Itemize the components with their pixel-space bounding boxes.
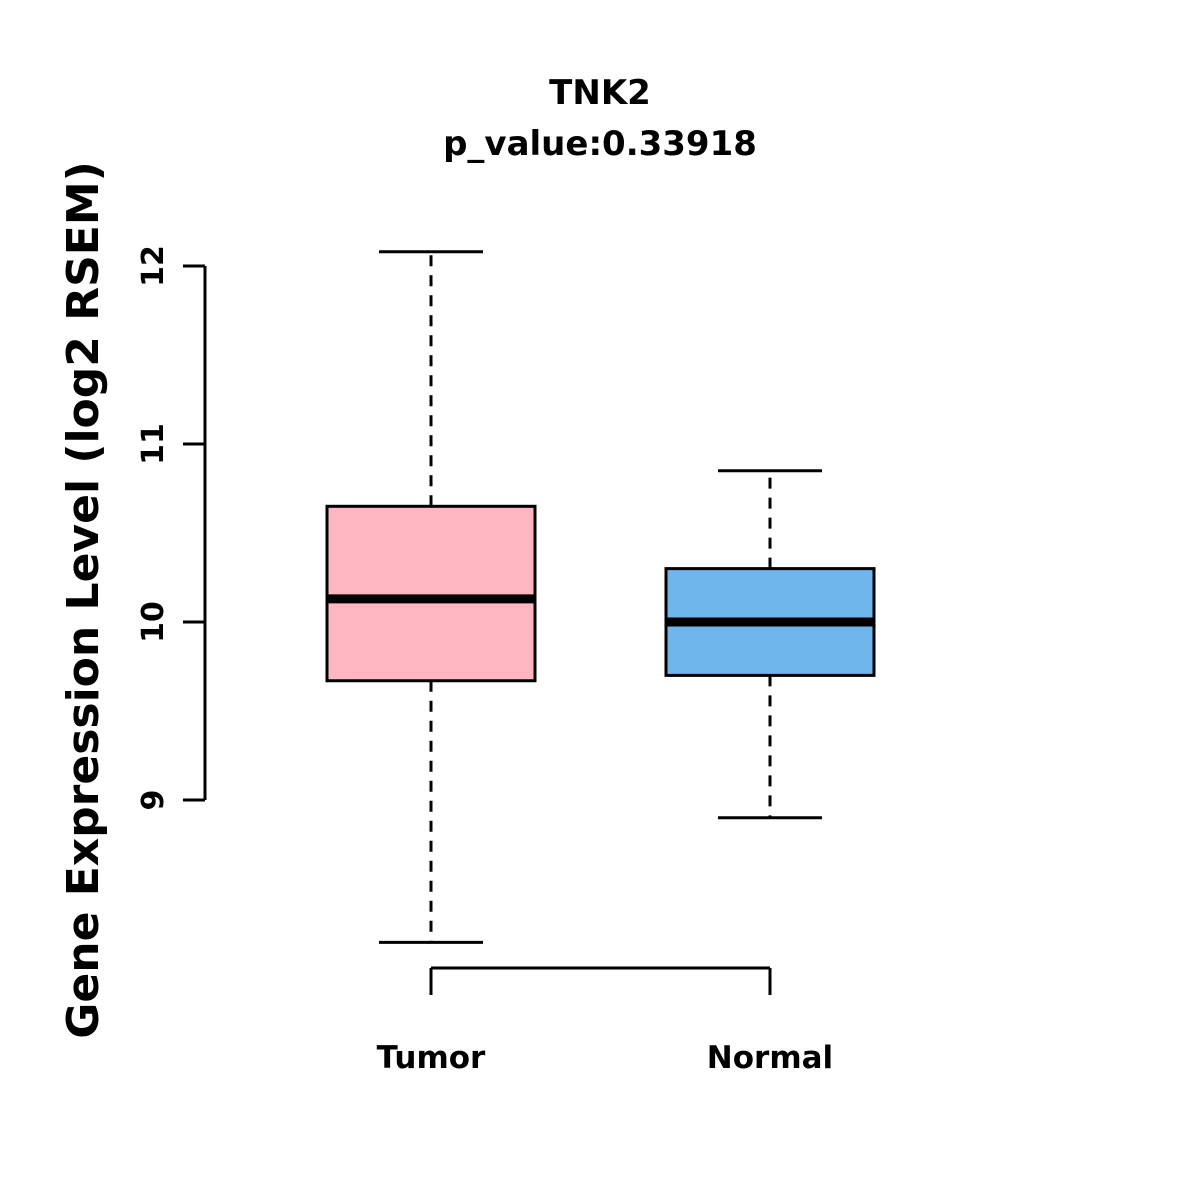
chart-title: TNK2	[549, 73, 651, 113]
chart-pvalue-subtitle: p_value:0.33918	[443, 124, 757, 164]
x-category-label: Normal	[707, 1040, 833, 1076]
y-axis-tick-label: 12	[136, 245, 171, 287]
x-category-label: Tumor	[377, 1040, 486, 1076]
y-axis-tick-label: 9	[136, 790, 171, 811]
y-axis-tick-label: 11	[136, 423, 171, 465]
y-axis-tick-label: 10	[136, 601, 171, 643]
title-block: TNK2 p_value:0.33918	[0, 68, 1200, 170]
box-tumor	[325, 504, 537, 683]
